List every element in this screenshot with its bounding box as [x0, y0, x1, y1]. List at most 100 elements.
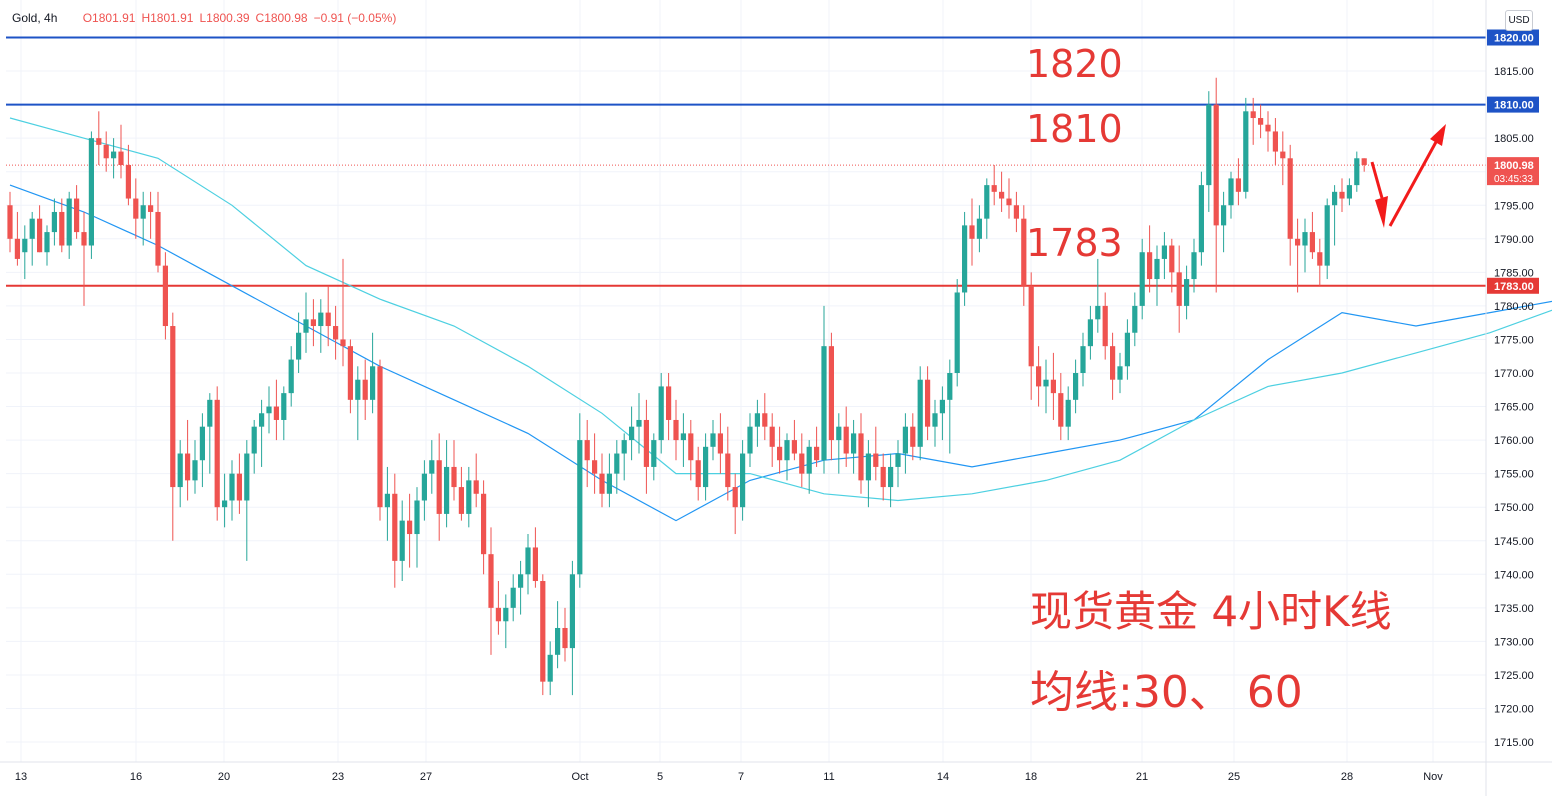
candle [1221, 191, 1227, 253]
candle-body [488, 554, 494, 608]
candle [503, 594, 509, 649]
candle [1206, 91, 1212, 212]
candle [1058, 373, 1064, 441]
candle [392, 473, 398, 588]
candle-body [192, 460, 198, 481]
candle-body [1087, 319, 1093, 347]
candle-body [436, 460, 442, 514]
candle-body [214, 399, 220, 508]
candle [259, 399, 265, 467]
candle-body [821, 346, 827, 461]
candle-body [1147, 252, 1153, 280]
candle [747, 413, 753, 467]
candle-body [1346, 185, 1352, 199]
candle [1258, 104, 1264, 139]
candle-body [503, 607, 509, 622]
candle-body [791, 440, 797, 454]
candle-body [1228, 178, 1234, 206]
candle [111, 138, 117, 179]
candle-body [518, 574, 524, 588]
candle-body [1176, 272, 1182, 306]
annotation-1820: 1820 [1026, 42, 1123, 86]
candle [1332, 185, 1338, 246]
candle-body [407, 520, 413, 535]
candle [651, 433, 657, 481]
candle [140, 191, 146, 246]
candle [984, 178, 990, 239]
candle [518, 560, 524, 615]
ma-line-ma60 [9, 117, 1552, 502]
candle [991, 164, 997, 206]
annotation-title: 现货黄金 4小时K线 [1030, 587, 1392, 636]
up-arrow-shaft [1388, 141, 1438, 227]
y-tick-label: 1770.00 [1494, 368, 1534, 380]
candle [66, 191, 72, 259]
candle-body [1102, 305, 1108, 347]
candle [377, 359, 383, 521]
candle-body [584, 440, 590, 461]
candle-body [1110, 346, 1116, 380]
level-tag [1487, 29, 1539, 46]
high-value: H1801.91 [141, 11, 194, 25]
candle [1087, 305, 1093, 360]
symbol-label[interactable]: Gold, 4h [12, 11, 58, 25]
candle-body [355, 379, 361, 400]
candle-body [1243, 111, 1249, 192]
candle-body [259, 413, 265, 427]
candle-body [814, 446, 820, 461]
candle [865, 440, 871, 508]
candle-body [29, 218, 35, 239]
candle-body [510, 587, 516, 608]
candle-body [917, 379, 923, 447]
candle [725, 426, 731, 501]
candle [399, 500, 405, 582]
candle-body [296, 332, 302, 360]
candle-body [806, 446, 812, 474]
currency-button[interactable]: USD [1505, 10, 1533, 31]
candle-body [325, 312, 331, 327]
candle [347, 339, 353, 414]
candle [362, 359, 368, 420]
chart-grid [6, 0, 1486, 762]
candle [673, 399, 679, 461]
candle [1184, 265, 1190, 320]
candle [873, 426, 879, 481]
candle-body [599, 473, 605, 494]
candle [999, 171, 1005, 212]
candle-body [251, 426, 257, 454]
candle [444, 440, 450, 528]
candle-body [170, 326, 176, 488]
candle [37, 205, 43, 253]
candle [1324, 198, 1330, 280]
candle [273, 379, 279, 441]
candle-body [1184, 279, 1190, 306]
candle [488, 527, 494, 655]
candle [1013, 191, 1019, 233]
candle [436, 433, 442, 541]
candle-body [333, 326, 339, 340]
candle [954, 279, 960, 387]
candle-body [162, 265, 168, 327]
candle [148, 191, 154, 239]
candle-body [96, 138, 102, 145]
candle-body [222, 500, 228, 508]
candle [340, 258, 346, 367]
candle [1361, 158, 1367, 172]
candle-body [621, 440, 627, 454]
candle [976, 205, 982, 253]
candle [658, 373, 664, 454]
candle-body [1132, 305, 1138, 333]
candle [214, 386, 220, 521]
candle-body [976, 218, 982, 239]
candle [629, 406, 635, 461]
ma-line-ma30 [9, 184, 1552, 522]
candle-body [1354, 158, 1360, 186]
candle [769, 413, 775, 467]
candle [1110, 332, 1116, 400]
candle-body [148, 205, 154, 212]
candle-body [1332, 191, 1338, 206]
candle-body [399, 520, 405, 561]
horizontal-levels [6, 36, 1486, 287]
candle [947, 359, 953, 454]
